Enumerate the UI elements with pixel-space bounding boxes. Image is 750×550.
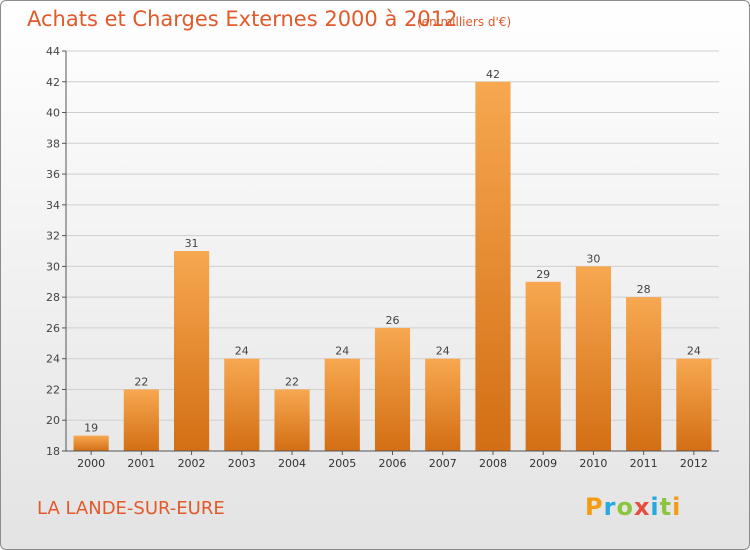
- value-label: 30: [586, 252, 600, 265]
- bar-2002: [173, 251, 210, 451]
- value-label: 29: [536, 268, 550, 281]
- y-tick-label: 24: [46, 353, 60, 366]
- logo-letter: x: [633, 493, 651, 521]
- value-label: 42: [486, 68, 500, 81]
- value-label: 22: [134, 375, 148, 388]
- logo-letter: t: [659, 493, 673, 521]
- x-tick-label: 2008: [479, 457, 507, 470]
- proxiti-logo: Proxiti: [585, 493, 681, 521]
- bar-2009: [525, 281, 561, 451]
- bar-2007: [425, 358, 461, 451]
- bar-2008: [475, 81, 511, 452]
- logo-letter: r: [603, 493, 617, 521]
- y-tick-label: 40: [46, 107, 60, 120]
- y-tick-label: 30: [46, 260, 60, 273]
- value-label: 24: [436, 345, 450, 358]
- y-tick-label: 18: [46, 445, 60, 458]
- x-tick-label: 2011: [630, 457, 658, 470]
- value-label: 24: [687, 345, 701, 358]
- y-tick-label: 26: [46, 322, 60, 335]
- value-label: 28: [637, 283, 651, 296]
- value-label: 24: [335, 345, 349, 358]
- x-tick-label: 2000: [77, 457, 105, 470]
- bar-2000: [73, 435, 109, 451]
- value-label: 31: [185, 237, 199, 250]
- y-tick-label: 22: [46, 383, 60, 396]
- x-tick-label: 2002: [178, 457, 206, 470]
- bar-2003: [224, 358, 260, 451]
- bar-2001: [123, 389, 159, 451]
- bar-2012: [676, 358, 712, 451]
- y-tick-label: 38: [46, 137, 60, 150]
- value-label: 22: [285, 375, 299, 388]
- commune-name: LA LANDE-SUR-EURE: [37, 498, 225, 519]
- y-tick-label: 34: [46, 199, 60, 212]
- chart-subtitle: (en milliers d'€): [417, 15, 512, 29]
- x-tick-label: 2012: [680, 457, 708, 470]
- x-tick-label: 2001: [127, 457, 155, 470]
- x-tick-label: 2010: [579, 457, 607, 470]
- bar-2006: [374, 327, 411, 451]
- bar-2010: [575, 266, 612, 451]
- bar-2004: [274, 389, 310, 451]
- y-tick-label: 42: [46, 76, 60, 89]
- bar-2011: [626, 297, 662, 451]
- bar-2005: [324, 358, 360, 451]
- logo-letter: i: [672, 493, 682, 521]
- x-tick-label: 2006: [379, 457, 407, 470]
- y-tick-label: 36: [46, 168, 60, 181]
- x-tick-label: 2004: [278, 457, 306, 470]
- x-tick-label: 2003: [228, 457, 256, 470]
- logo-letter: o: [616, 493, 634, 521]
- y-tick-label: 20: [46, 414, 60, 427]
- x-tick-label: 2007: [429, 457, 457, 470]
- y-tick-label: 32: [46, 230, 60, 243]
- value-label: 24: [235, 345, 249, 358]
- x-tick-label: 2005: [328, 457, 356, 470]
- y-tick-label: 44: [46, 45, 60, 58]
- logo-letter: P: [585, 493, 604, 521]
- x-tick-label: 2009: [529, 457, 557, 470]
- value-label: 26: [386, 314, 400, 327]
- y-tick-label: 28: [46, 291, 60, 304]
- chart-title: Achats et Charges Externes 2000 à 2012: [27, 7, 458, 31]
- logo-letter: i: [650, 493, 660, 521]
- value-label: 19: [84, 422, 98, 435]
